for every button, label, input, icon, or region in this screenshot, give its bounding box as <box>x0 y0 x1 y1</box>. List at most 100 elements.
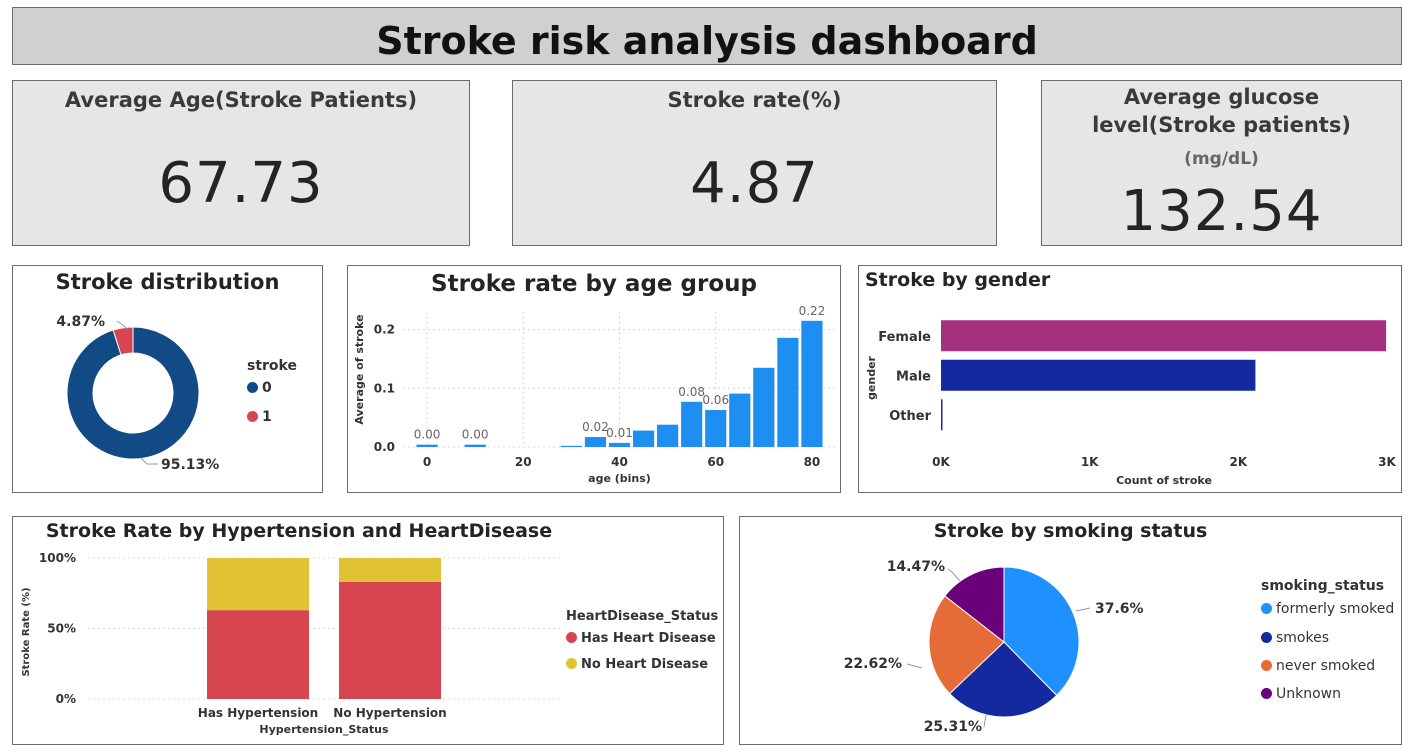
age-x-tick: 20 <box>515 455 532 469</box>
hypertension-chart: 0% 50% 100% Has Hypertension No Hypertension… <box>21 551 563 736</box>
age-group-panel[interactable]: Stroke rate by age group 0.0 0.1 0.2 0 20 40 6… <box>347 265 841 493</box>
hyper-bar-segment <box>207 610 309 699</box>
hyper-y-tick: 100% <box>39 551 76 565</box>
hypertension-panel[interactable]: Stroke Rate by Hypertension and HeartDis… <box>12 516 724 745</box>
age-data-label: 0.08 <box>678 385 705 399</box>
age-data-label: 0.00 <box>462 428 489 442</box>
stroke-distribution-panel[interactable]: Stroke distribution 4.87% 95.13% stroke 0… <box>12 265 323 493</box>
age-x-tick: 40 <box>611 455 628 469</box>
legend-label: never smoked <box>1276 658 1376 674</box>
gender-bar-male <box>941 359 1256 391</box>
hyper-category-label: No Hypertension <box>333 706 446 720</box>
kpi-card-stroke-rate[interactable]: Stroke rate(%) 4.87 <box>512 80 997 246</box>
smoking-slice <box>948 641 1058 718</box>
legend-swatch <box>1261 603 1272 614</box>
smoking-slice <box>928 595 1005 695</box>
donut-slice-0 <box>66 326 200 460</box>
age-data-label: 0.02 <box>582 420 609 434</box>
smoking-slice <box>1003 566 1080 697</box>
age-y-tick: 0.2 <box>374 323 395 337</box>
smoking-legend-item-formerly[interactable]: formerly smoked <box>1261 601 1394 617</box>
smoking-leader <box>947 568 961 582</box>
age-bar <box>801 320 823 447</box>
heart-legend-item-no[interactable]: No Heart Disease <box>566 657 708 672</box>
smoking-data-label: 14.47% <box>887 559 945 575</box>
age-x-tick: 60 <box>707 455 724 469</box>
heart-legend-item-has[interactable]: Has Heart Disease <box>566 631 716 646</box>
hyper-y-tick: 50% <box>47 622 76 636</box>
smoking-leader <box>906 663 923 669</box>
gender-category-label: Other <box>889 409 931 424</box>
age-bar <box>584 437 607 447</box>
age-bar <box>681 401 703 447</box>
smoking-legend-item-smokes[interactable]: smokes <box>1261 630 1329 646</box>
smoking-title: Stroke by smoking status <box>933 520 1208 542</box>
age-bar <box>777 337 799 447</box>
age-bar <box>632 430 655 447</box>
smoking-slice <box>944 566 1005 644</box>
age-bar <box>705 410 727 447</box>
donut-leader-0 <box>140 457 158 465</box>
smoking-legend-item-never[interactable]: never smoked <box>1261 658 1375 674</box>
age-x-tick: 80 <box>804 455 821 469</box>
smoking-legend-item-unknown[interactable]: Unknown <box>1261 686 1341 702</box>
gender-x-tick: 2K <box>1230 455 1248 469</box>
kpi-card-average-glucose[interactable]: Average glucose level(Stroke patients) (… <box>1041 80 1402 246</box>
legend-label: formerly smoked <box>1276 601 1395 617</box>
legend-swatch <box>566 632 577 643</box>
hypertension-title: Stroke Rate by Hypertension and HeartDis… <box>45 520 553 542</box>
legend-label: smokes <box>1276 630 1330 646</box>
hyper-category-label: Has Hypertension <box>198 706 318 720</box>
dashboard-header: Stroke risk analysis dashboard <box>12 7 1402 65</box>
legend-label: 0 <box>262 380 272 396</box>
kpi-title: Stroke rate(%) <box>667 88 842 112</box>
hyper-bar-segment <box>207 558 309 611</box>
stroke-legend-item-0[interactable]: 0 <box>247 380 272 396</box>
gender-x-axis-label: Count of stroke <box>1116 474 1212 487</box>
legend-label: Unknown <box>1276 686 1341 702</box>
kpi-value: 132.54 <box>1120 179 1323 244</box>
gender-x-tick: 3K <box>1378 455 1396 469</box>
smoking-data-label: 37.6% <box>1095 601 1144 617</box>
age-bar <box>464 444 486 447</box>
age-data-label: 0.01 <box>606 426 633 440</box>
gender-panel[interactable]: Stroke by gender Female Male Other 0K 1K 2K 3K… <box>858 265 1402 493</box>
stroke-legend-title: stroke <box>247 358 297 374</box>
gender-category-label: Female <box>878 330 931 345</box>
heart-legend-title: HeartDisease_Status <box>566 609 719 624</box>
donut-leader-1 <box>116 320 128 330</box>
age-bar <box>560 445 582 447</box>
donut-data-label-0: 95.13% <box>161 457 219 473</box>
hyper-bar-segment <box>339 581 441 699</box>
age-bar <box>753 367 775 447</box>
gender-chart: Female Male Other 0K 1K 2K 3K Count of stroke ge… <box>865 320 1397 487</box>
age-y-axis-label: Average of stroke <box>353 314 366 424</box>
legend-label: 1 <box>262 409 272 425</box>
legend-swatch <box>1261 688 1272 699</box>
smoking-chart: 37.6% 25.31% 22.62% 14.47% <box>844 559 1144 735</box>
kpi-value: 67.73 <box>158 151 324 216</box>
legend-label: Has Heart Disease <box>581 631 716 646</box>
kpi-title: Average Age(Stroke Patients) <box>64 88 418 112</box>
kpi-card-average-age[interactable]: Average Age(Stroke Patients) 67.73 <box>12 80 470 246</box>
legend-swatch <box>1261 660 1272 671</box>
smoking-panel[interactable]: Stroke by smoking status 37.6% 25.31% 22.6… <box>739 516 1402 745</box>
age-data-label: 0.00 <box>414 428 441 442</box>
gender-title: Stroke by gender <box>865 269 1051 291</box>
dashboard-title: Stroke risk analysis dashboard <box>376 19 1038 63</box>
kpi-title: Average glucose level(Stroke patients) <box>1092 85 1351 138</box>
gender-x-tick: 1K <box>1081 455 1099 469</box>
age-bar <box>416 444 438 447</box>
gender-bar-female <box>941 320 1387 352</box>
legend-swatch <box>247 382 258 393</box>
stroke-legend-item-1[interactable]: 1 <box>247 409 272 425</box>
age-data-label: 0.06 <box>702 393 729 407</box>
gender-x-tick: 0K <box>932 455 950 469</box>
age-y-tick: 0.1 <box>374 381 395 395</box>
legend-label: No Heart Disease <box>581 657 709 672</box>
donut-data-label-1: 4.87% <box>56 314 105 330</box>
age-y-tick: 0.0 <box>374 440 395 454</box>
age-data-label: 0.22 <box>799 304 826 318</box>
gender-category-label: Male <box>896 369 931 384</box>
age-x-tick: 0 <box>423 455 431 469</box>
